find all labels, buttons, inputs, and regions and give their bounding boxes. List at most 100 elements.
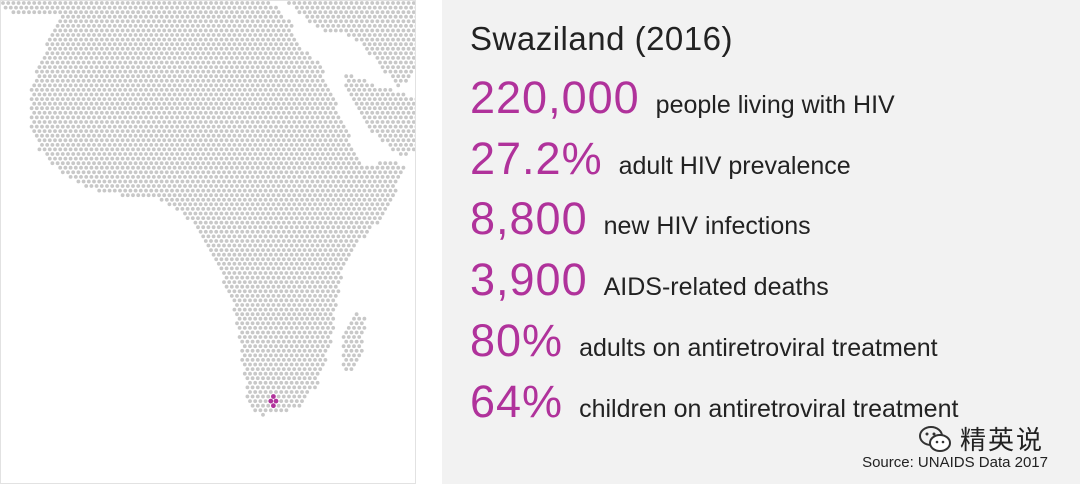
map-dot — [42, 92, 47, 97]
map-dot — [229, 74, 234, 79]
map-dot — [281, 312, 286, 317]
map-dot — [99, 138, 104, 143]
map-dot — [320, 188, 325, 193]
map-dot — [253, 225, 258, 230]
map-dot — [276, 220, 281, 225]
map-dot — [271, 92, 276, 97]
map-dot — [123, 14, 128, 19]
map-dot — [120, 65, 125, 69]
map-dot — [66, 51, 70, 56]
map-dot — [307, 229, 312, 234]
map-dot — [287, 120, 291, 124]
map-dot — [94, 101, 99, 106]
map-dot — [138, 88, 143, 92]
map-dot — [242, 133, 247, 138]
map-dot — [261, 330, 265, 335]
map-dot — [201, 216, 206, 221]
map-dot — [190, 179, 195, 184]
map-dot — [180, 197, 185, 202]
map-dot — [177, 202, 182, 207]
map-dot — [261, 312, 265, 317]
map-dot — [180, 179, 185, 184]
map-dot — [383, 14, 388, 19]
map-dot — [164, 97, 169, 101]
map-dot — [240, 46, 245, 51]
map-dot — [287, 358, 291, 362]
map-dot — [209, 138, 213, 143]
map-dot — [320, 115, 325, 120]
map-dot — [53, 147, 57, 152]
map-dot — [284, 88, 289, 92]
map-dot — [315, 335, 320, 339]
map-dot — [240, 147, 245, 152]
map-dot — [341, 261, 346, 266]
map-dot — [55, 115, 60, 120]
map-dot — [222, 51, 226, 56]
map-dot — [388, 88, 393, 92]
map-dot — [346, 225, 351, 230]
map-dot — [102, 170, 107, 175]
map-dot — [318, 367, 323, 371]
map-dot — [261, 376, 265, 381]
map-dot — [188, 165, 193, 170]
map-dot — [404, 97, 408, 101]
map-dot — [128, 33, 133, 37]
map-dot — [375, 193, 380, 198]
map-dot — [388, 124, 393, 129]
map-dot — [276, 211, 281, 216]
map-dot — [258, 261, 263, 266]
map-dot — [263, 326, 268, 330]
map-dot — [94, 56, 99, 60]
map-dot — [284, 42, 289, 47]
map-dot — [271, 348, 276, 353]
map-dot — [107, 88, 112, 92]
map-dot — [222, 234, 226, 239]
map-dot — [287, 65, 291, 69]
map-dot — [125, 138, 130, 143]
map-dot — [300, 51, 304, 56]
map-dot — [359, 92, 364, 97]
map-dot — [266, 403, 271, 408]
map-dot — [76, 69, 81, 74]
map-dot — [76, 5, 81, 10]
map-dot — [344, 28, 349, 33]
map-dot — [344, 74, 349, 79]
map-dot — [268, 133, 273, 138]
map-dot — [141, 193, 146, 198]
map-dot — [302, 202, 307, 207]
map-dot — [167, 156, 172, 161]
map-dot — [326, 335, 330, 339]
map-dot — [162, 165, 167, 170]
map-dot — [339, 1, 343, 5]
map-dot — [255, 239, 260, 243]
map-dot — [154, 78, 159, 83]
map-dot — [344, 211, 349, 216]
map-dot — [180, 207, 185, 211]
map-dot — [141, 138, 146, 143]
map-dot — [229, 46, 234, 51]
map-dot — [128, 14, 133, 19]
map-dot — [391, 74, 395, 79]
map-dot — [198, 202, 203, 207]
map-dot — [287, 28, 291, 33]
map-dot — [66, 78, 70, 83]
map-dot — [107, 124, 112, 129]
map-dot — [250, 165, 255, 170]
map-dot — [346, 326, 351, 330]
map-dot — [79, 175, 83, 179]
map-dot — [55, 51, 60, 56]
map-dot — [162, 193, 167, 198]
map-dot — [149, 133, 154, 138]
map-dot — [372, 97, 377, 101]
map-dot — [385, 56, 390, 60]
map-dot — [232, 24, 237, 28]
map-dot — [302, 248, 307, 253]
map-dot — [281, 46, 286, 51]
map-dot — [21, 10, 26, 15]
map-dot — [94, 175, 99, 179]
map-dot — [313, 202, 317, 207]
map-dot — [45, 133, 50, 138]
map-dot — [320, 5, 325, 10]
map-dot — [255, 138, 260, 143]
map-dot — [237, 188, 242, 193]
